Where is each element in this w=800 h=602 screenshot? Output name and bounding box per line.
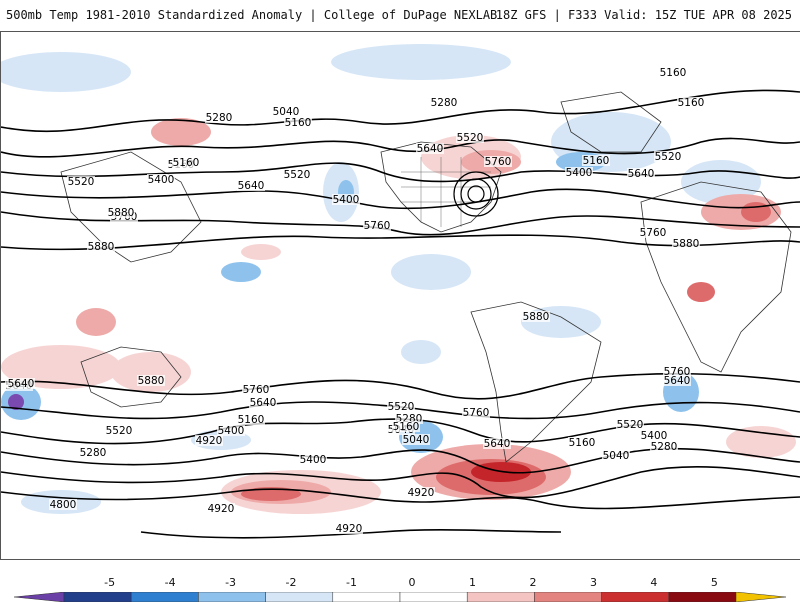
closed-low-us [453,171,499,217]
contour-label: 5640 [664,375,691,387]
contour-label: 5520 [457,132,484,144]
anomaly-map: 5160516052805040516052805520564057605160… [1,44,800,539]
contour-label: 5880 [88,241,115,253]
colorbar-segment [130,592,199,602]
colorbar-tick-label: -2 [285,576,297,589]
contour-label: 5520 [106,425,133,437]
colorbar-tick-label: 4 [650,576,658,589]
contour-label: 5400 [641,430,668,442]
contour-label: 5040 [403,434,430,446]
contour-label: 5640 [628,168,655,180]
contour-label: 5400 [148,174,175,186]
contour-label: 5040 [273,106,300,118]
contour-label: 5280 [651,441,678,453]
colorbar-segment [601,592,670,602]
contour-label: 5160 [660,67,687,79]
contour-label: 5040 [603,450,630,462]
colorbar-segment [466,592,535,602]
colorbar-min-arrow [14,592,65,602]
contour-label: 5880 [673,238,700,250]
contour-label: 5760 [364,220,391,232]
contour-label: 5160 [569,437,596,449]
colorbar-bar [14,592,786,602]
contour-label: 5280 [80,447,107,459]
contour-label: 5640 [484,438,511,450]
contour-label: 5640 [417,143,444,155]
colorbar-tick-label: 1 [468,576,476,589]
contour-label: 5520 [617,419,644,431]
contour-label: 4920 [208,503,235,515]
contour-label: 5760 [243,384,270,396]
colorbar-tick-label: -4 [164,576,176,589]
colorbar-tick-label: 5 [710,576,718,589]
contour-label: 5280 [206,112,233,124]
colorbar-segment [63,592,132,602]
colorbar: -5 -4 -3 -2 -1 0 1 2 3 4 5 [0,570,800,602]
contour-label: 5760 [463,407,490,419]
colorbar-tick-label: -5 [104,576,116,589]
colorbar-tick-label: -3 [225,576,237,589]
contour-label: 5640 [8,378,35,390]
colorbar-segment [399,592,468,602]
contour-label: 5640 [238,180,265,192]
contour-label: 5400 [218,425,245,437]
model-run-info: 18Z GFS | F333 Valid: 15Z TUE APR 08 202… [495,8,792,22]
contour-label: 4920 [336,523,363,535]
coastlines [60,91,792,463]
contour-label: 5640 [250,397,277,409]
colorbar-segment [265,592,334,602]
anomaly-shading [1,44,796,514]
colorbar-tick-label: 0 [408,576,416,589]
contour-label: 4920 [196,435,223,447]
contour-label: 5760 [640,227,667,239]
contour-label: 5520 [284,169,311,181]
contour-label: 5520 [655,151,682,163]
contour-label: 5280 [431,97,458,109]
colorbar-max-arrow [735,592,786,602]
contour-label: 4920 [408,487,435,499]
contour-label: 4800 [50,499,77,511]
contour-label: 5160 [678,97,705,109]
contour-label: 5160 [238,414,265,426]
contour-label: 5880 [138,375,165,387]
contour-label: 5880 [108,207,135,219]
contour-label: 5400 [333,194,360,206]
map-panel: 5160516052805040516052805520564057605160… [0,31,800,560]
contour-label: 5520 [388,401,415,413]
contour-label: 5880 [523,311,550,323]
contour-label: 5760 [485,156,512,168]
contour-labels: 5160516052805040516052805520564057605160… [5,67,705,535]
contour-label: 5160 [393,421,420,433]
colorbar-segment [332,592,401,602]
contour-label: 5400 [566,167,593,179]
contour-label: 5520 [68,176,95,188]
map-title: 500mb Temp 1981-2010 Standardized Anomal… [6,8,498,22]
contour-label: 5160 [285,117,312,129]
contour-label: 5160 [583,155,610,167]
contour-label: 5400 [300,454,327,466]
header: 500mb Temp 1981-2010 Standardized Anomal… [0,0,800,30]
colorbar-tick-label: -1 [346,576,357,589]
colorbar-tick-label: 2 [529,576,537,589]
colorbar-segment [198,592,266,602]
contour-label: 5160 [173,157,200,169]
colorbar-segment [668,592,737,602]
colorbar-tick-label: 3 [589,576,597,589]
colorbar-segment [534,592,602,602]
